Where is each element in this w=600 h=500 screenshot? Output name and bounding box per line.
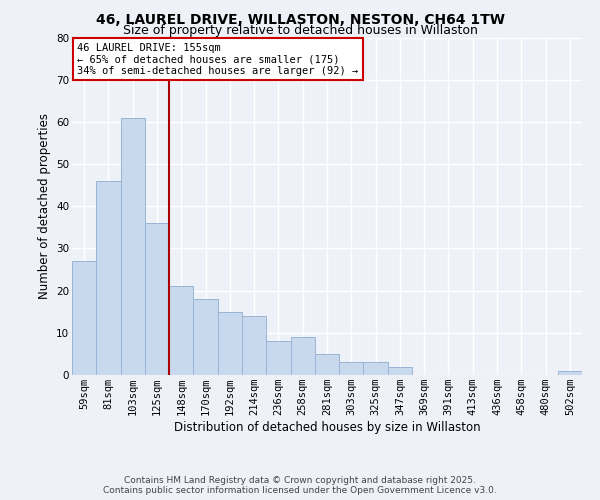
Bar (96, 181, 121, 375)
Bar (266, 341, 290, 375)
Bar (364, 362, 388, 375)
Text: Contains HM Land Registry data © Crown copyright and database right 2025.
Contai: Contains HM Land Registry data © Crown c… (103, 476, 497, 495)
Y-axis label: Number of detached properties: Number of detached properties (38, 114, 50, 299)
Bar (290, 337, 315, 375)
Bar (242, 316, 266, 375)
Text: Size of property relative to detached houses in Willaston: Size of property relative to detached ho… (122, 24, 478, 37)
Bar (315, 354, 339, 375)
X-axis label: Distribution of detached houses by size in Willaston: Distribution of detached houses by size … (173, 421, 481, 434)
Bar (193, 299, 218, 375)
Bar (169, 286, 193, 375)
Text: 46 LAUREL DRIVE: 155sqm
← 65% of detached houses are smaller (175)
34% of semi-d: 46 LAUREL DRIVE: 155sqm ← 65% of detache… (77, 42, 358, 76)
Bar (145, 223, 169, 375)
Bar (218, 312, 242, 375)
Bar (558, 371, 582, 375)
Bar (388, 366, 412, 375)
Bar (339, 362, 364, 375)
Text: 46, LAUREL DRIVE, WILLASTON, NESTON, CH64 1TW: 46, LAUREL DRIVE, WILLASTON, NESTON, CH6… (95, 12, 505, 26)
Bar (72, 261, 96, 375)
Bar (121, 118, 145, 375)
